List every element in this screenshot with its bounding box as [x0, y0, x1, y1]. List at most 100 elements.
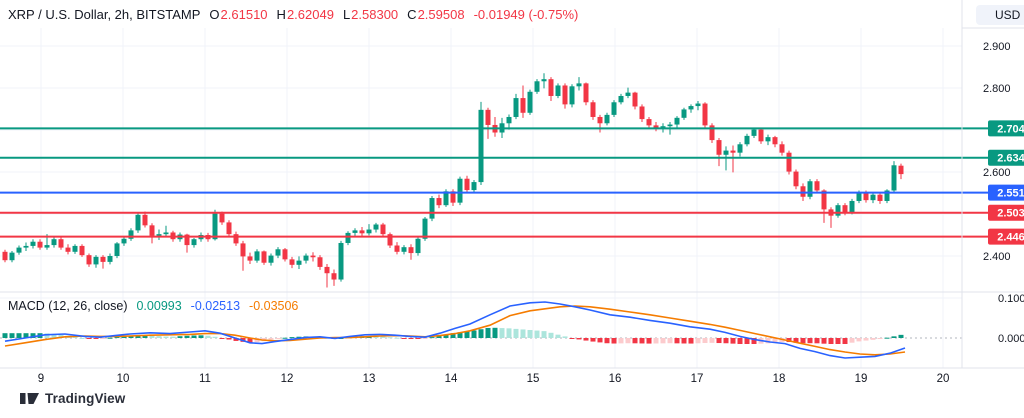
candle — [240, 243, 246, 257]
candle — [695, 103, 701, 107]
candle — [625, 92, 631, 96]
price-tick-label: 2.900 — [983, 41, 1011, 53]
candle — [520, 98, 526, 113]
candle — [331, 273, 337, 280]
candle — [422, 218, 428, 239]
candle — [786, 152, 792, 172]
candle — [723, 150, 729, 155]
candle — [261, 251, 267, 263]
candle — [506, 116, 512, 124]
candle — [359, 230, 365, 234]
candle — [464, 178, 470, 191]
candle — [681, 109, 687, 118]
candle — [646, 119, 652, 126]
candle — [583, 83, 589, 103]
candle — [471, 182, 477, 191]
candle — [842, 205, 848, 213]
symbol-legend[interactable]: XRP / U.S. Dollar, 2h, BITSTAMP O 2.6151… — [8, 7, 578, 23]
time-tick-label: 17 — [691, 373, 704, 385]
candle — [527, 91, 533, 113]
level-badge — [988, 149, 1024, 166]
candle — [128, 230, 134, 239]
candles-layer[interactable] — [2, 73, 904, 288]
candle — [163, 232, 169, 235]
grid-layer — [0, 28, 962, 368]
level-lines-layer[interactable] — [0, 127, 990, 238]
candle — [870, 194, 876, 201]
ohlc-high: H 2.62049 — [276, 7, 334, 22]
macd-legend[interactable]: MACD (12, 26, close) 0.00993 -0.02513 -0… — [8, 298, 298, 314]
candle — [436, 198, 442, 206]
ohlc-close: C 2.59508 — [407, 7, 465, 22]
candle — [37, 241, 43, 248]
candle — [408, 247, 414, 254]
candle — [366, 229, 372, 234]
candle — [457, 178, 463, 203]
price-axis[interactable]: 2.900 2.800 2.600 2.400 0.100 0.000 — [983, 41, 1024, 345]
tradingview-logo-icon — [20, 393, 39, 404]
level-badge — [988, 120, 1024, 137]
candle — [51, 239, 57, 246]
level-badge — [988, 204, 1024, 221]
tradingview-logo[interactable]: TradingView — [20, 391, 125, 406]
candle — [184, 234, 190, 246]
price-tick-label: 2.600 — [983, 167, 1011, 179]
candle — [226, 222, 232, 235]
candle — [58, 239, 64, 248]
candle — [247, 256, 253, 261]
level-badge-label: 2.634 — [997, 153, 1024, 165]
candle — [765, 137, 771, 142]
level-badge-label: 2.503 — [997, 208, 1024, 220]
candle — [688, 106, 694, 110]
candle — [562, 85, 568, 105]
candle — [884, 190, 890, 201]
tradingview-logo-text: TradingView — [45, 391, 126, 406]
candle — [135, 214, 141, 231]
macd-title[interactable]: MACD (12, 26, close) — [8, 299, 128, 313]
candle — [485, 109, 491, 125]
time-tick-label: 16 — [609, 373, 622, 385]
candle — [44, 245, 50, 248]
level-badge-label: 2.551 — [997, 188, 1024, 200]
price-change: -0.01949 (-0.75%) — [473, 7, 579, 22]
candle — [429, 198, 435, 219]
candle — [233, 234, 239, 244]
candle — [807, 181, 813, 197]
candle — [779, 144, 785, 153]
candle — [891, 165, 897, 191]
candle — [597, 116, 603, 124]
candle — [93, 256, 99, 265]
currency-toggle-button[interactable]: USD — [976, 5, 1024, 25]
candle — [380, 224, 386, 235]
level-badges: 2.704 2.634 2.551 2.503 2.446 — [988, 120, 1024, 245]
time-tick-label: 13 — [363, 373, 376, 385]
candle — [317, 257, 323, 267]
time-tick-label: 9 — [38, 373, 44, 385]
candle — [219, 213, 225, 223]
level-badge — [988, 184, 1024, 201]
candle — [513, 98, 519, 117]
candle — [289, 259, 295, 265]
candle — [450, 191, 456, 203]
time-tick-label: 20 — [937, 373, 950, 385]
candle — [107, 256, 113, 262]
candle — [702, 103, 708, 126]
time-axis[interactable]: 9 10 11 12 13 14 15 16 17 18 19 20 — [38, 373, 950, 385]
macd-signal-value: -0.03506 — [249, 299, 299, 313]
candle — [275, 249, 281, 256]
candle — [709, 125, 715, 141]
candle — [30, 241, 36, 246]
macd-main-line — [4, 301, 906, 359]
candle — [618, 95, 624, 103]
macd-signal-line — [4, 305, 906, 356]
candle — [212, 213, 218, 240]
candle — [716, 140, 722, 155]
candle — [590, 102, 596, 117]
symbol-title[interactable]: XRP / U.S. Dollar, 2h, BITSTAMP — [8, 7, 201, 22]
candle — [576, 83, 582, 87]
candle — [100, 256, 106, 262]
candle — [611, 102, 617, 115]
macd-tick-label: 0.000 — [998, 333, 1024, 345]
candle — [898, 165, 904, 175]
